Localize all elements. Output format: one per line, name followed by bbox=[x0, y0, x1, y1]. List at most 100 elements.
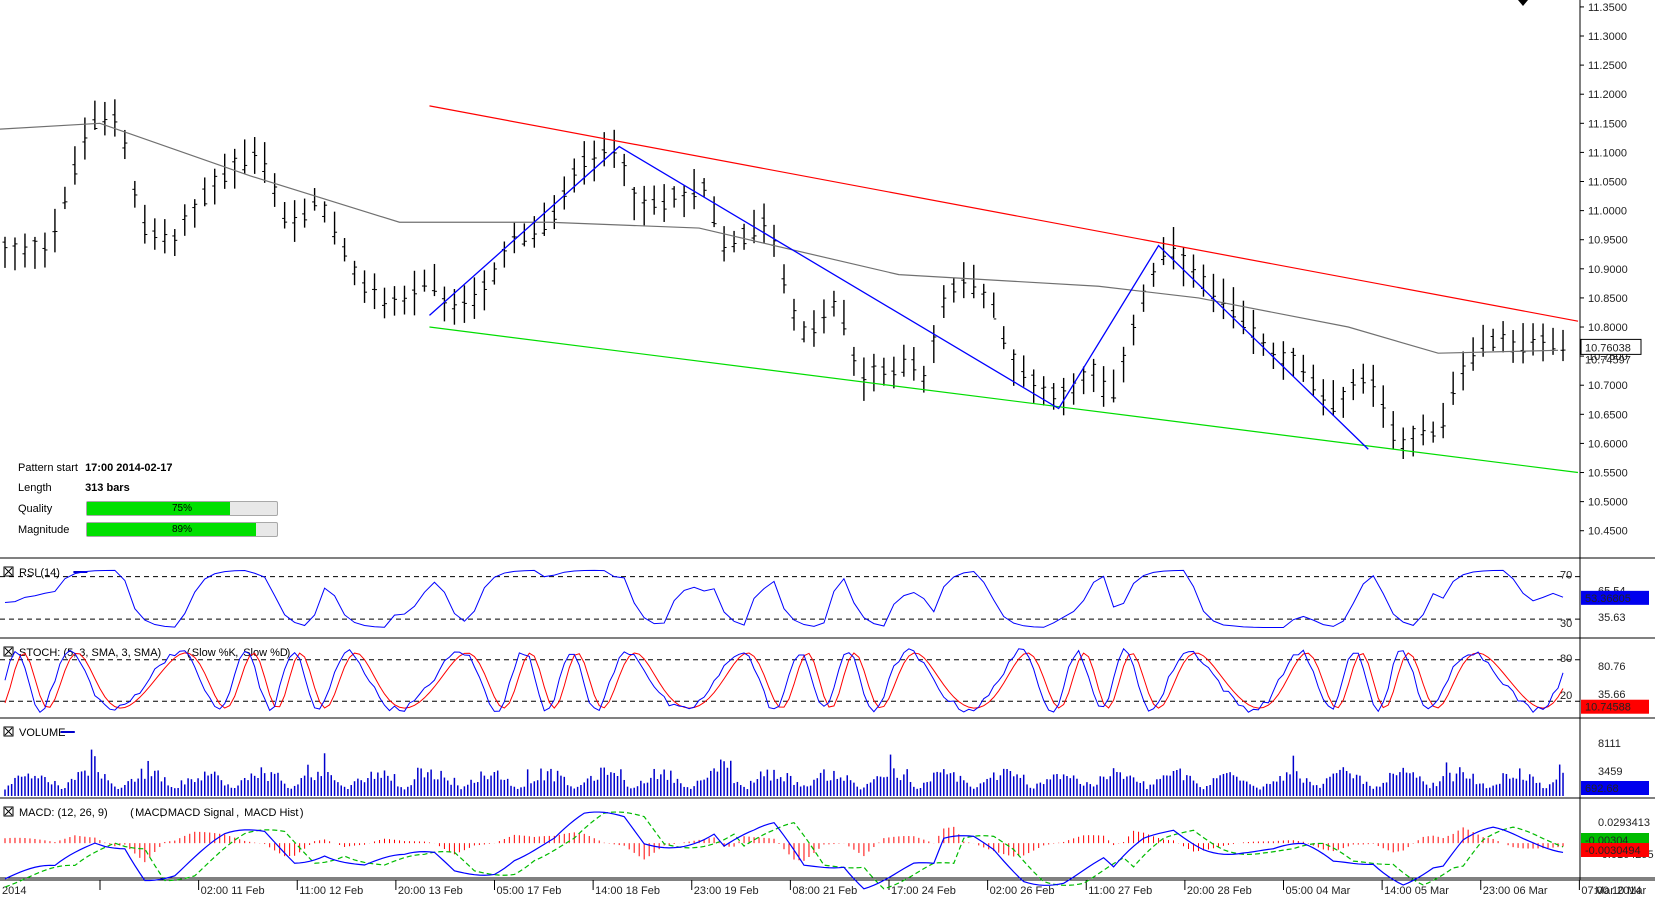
time-tick-label: 11:00 27 Feb bbox=[1088, 885, 1152, 897]
macd-legend-0: MACD bbox=[135, 807, 167, 819]
price-tick-label: 10.9000 bbox=[1588, 264, 1628, 276]
time-tick-label: 14:00 18 Feb bbox=[595, 885, 660, 897]
macd-hist-current-value-box bbox=[1581, 843, 1649, 857]
macd-scale-high: 0.0293413 bbox=[1598, 817, 1650, 829]
pattern-start-label: Pattern start bbox=[18, 462, 78, 474]
time-tick-label: 02:00 11 Feb bbox=[201, 885, 265, 897]
legend-sep: , bbox=[235, 647, 238, 659]
pattern-start-row: Pattern start 17:00 2014-02-17 bbox=[18, 462, 173, 474]
legend-sep: , bbox=[160, 807, 163, 819]
stoch-legend-0: Slow %K bbox=[192, 647, 237, 659]
price-tick-label: 10.8000 bbox=[1588, 322, 1628, 334]
moving-average-line bbox=[0, 122, 1559, 354]
pattern-start-value: 17:00 2014-02-17 bbox=[85, 462, 173, 474]
volume-current-value: 692.68 bbox=[1585, 783, 1619, 795]
stoch-d-line bbox=[4, 652, 1564, 709]
magnitude-bar-fill bbox=[87, 523, 257, 536]
pattern-zigzag-line bbox=[429, 145, 1369, 450]
time-tick-label: 23:00 06 Mar bbox=[1483, 885, 1548, 897]
price-tick-label: 11.3500 bbox=[1588, 2, 1627, 14]
time-tick-label: 02:00 26 Feb bbox=[990, 885, 1055, 897]
price-tick-label: 10.7000 bbox=[1588, 380, 1628, 392]
macd-legend-2: MACD Hist bbox=[244, 807, 298, 819]
volume-scale-low: 3459 bbox=[1598, 766, 1622, 778]
time-tick-label: 2014 bbox=[2, 885, 26, 897]
stoch-legend-paren: ) bbox=[287, 647, 291, 659]
time-tick-label: 17:00 24 Feb bbox=[891, 885, 956, 897]
length-value: 313 bars bbox=[85, 482, 130, 494]
price-bars bbox=[2, 99, 1566, 460]
current-price-box bbox=[1580, 338, 1642, 355]
rsi-level-30-label: 30 bbox=[1560, 618, 1572, 630]
length-label: Length bbox=[18, 482, 52, 494]
price-tick-label: 11.2000 bbox=[1588, 89, 1627, 101]
price-tick-label: 10.6000 bbox=[1588, 438, 1628, 450]
quality-bar-fill bbox=[87, 502, 230, 515]
resistance-trendline bbox=[429, 105, 1579, 322]
volume-title: VOLUME bbox=[19, 727, 65, 739]
length-row: Length 313 bars bbox=[18, 482, 130, 494]
time-tick-label: 20:00 13 Feb bbox=[398, 885, 463, 897]
stoch-level-80-label: 80 bbox=[1560, 653, 1572, 665]
time-tick-label: 05:00 04 Mar bbox=[1286, 885, 1351, 897]
stoch-level-20-label: 20 bbox=[1560, 690, 1572, 702]
stoch-legend-1: Slow %D bbox=[243, 647, 288, 659]
time-axis: 2014 02:00 11 Feb 11:00 12 Feb 20:00 13 Feb… bbox=[2, 880, 1647, 897]
stoch-scale-high: 80.76 bbox=[1598, 661, 1626, 673]
quality-row: Quality bbox=[18, 503, 82, 515]
stoch-title: STOCH: (5, 3, SMA, 3, SMA) bbox=[19, 647, 161, 659]
rsi-level-70-label: 70 bbox=[1560, 570, 1572, 582]
time-tick-label: 05:00 17 Feb bbox=[497, 885, 562, 897]
price-tick-label: 11.0000 bbox=[1588, 206, 1627, 218]
current-price-label-2: 10.74597 bbox=[1585, 354, 1631, 366]
macd-line bbox=[4, 811, 1564, 890]
rsi-current-value-box bbox=[1581, 590, 1649, 605]
rsi-title: RSI (14) bbox=[19, 567, 60, 579]
scroll-arrow-icon bbox=[1518, 0, 1528, 6]
time-tick-label: Mar 2014 bbox=[1595, 885, 1641, 897]
close-icon-stroke bbox=[4, 807, 13, 816]
stoch-current-value: 10.74588 bbox=[1585, 702, 1631, 714]
rsi-line bbox=[4, 569, 1564, 629]
price-tick-label: 10.9500 bbox=[1588, 235, 1628, 247]
magnitude-label: Magnitude bbox=[18, 524, 70, 536]
close-icon-stroke bbox=[4, 727, 13, 736]
price-tick-label: 11.2500 bbox=[1588, 60, 1627, 72]
stoch-legend-paren: ( bbox=[187, 647, 191, 659]
volume-bars bbox=[4, 749, 1564, 796]
time-tick-label: 20:00 28 Feb bbox=[1187, 885, 1252, 897]
rsi-current-value: 53.36805 bbox=[1585, 593, 1631, 605]
macd-signal-line bbox=[4, 811, 1564, 890]
macd-title: MACD: (12, 26, 9) bbox=[19, 807, 108, 819]
rsi-scale-low: 35.63 bbox=[1598, 612, 1626, 624]
close-icon-stroke bbox=[4, 567, 13, 576]
price-tick-label: 10.8500 bbox=[1588, 293, 1628, 305]
magnitude-bar: 89% bbox=[86, 522, 278, 537]
price-tick-label: 11.0500 bbox=[1588, 177, 1627, 189]
price-tick-label: 11.1000 bbox=[1588, 147, 1627, 159]
time-tick-label: 23:00 19 Feb bbox=[694, 885, 759, 897]
macd-hist-current-value: -0.0030494 bbox=[1585, 845, 1641, 857]
price-tick-label: 10.5500 bbox=[1588, 468, 1628, 480]
volume-scale-high: 8111 bbox=[1598, 738, 1621, 750]
price-tick-label: 11.3000 bbox=[1588, 31, 1627, 43]
macd-legend-1: MACD Signal bbox=[168, 807, 234, 819]
legend-sep: , bbox=[236, 807, 239, 819]
current-price-label: 10.76038 bbox=[1585, 342, 1631, 354]
quality-bar: 75% bbox=[86, 501, 278, 516]
price-tick-label: 10.4500 bbox=[1588, 526, 1628, 538]
macd-legend-paren: ) bbox=[300, 807, 304, 819]
price-tick-label: 10.5000 bbox=[1588, 497, 1628, 509]
price-tick-label: 11.1500 bbox=[1588, 118, 1627, 130]
time-tick-label: 08:00 21 Feb bbox=[792, 885, 857, 897]
price-tick-label: 10.6500 bbox=[1588, 409, 1628, 421]
magnitude-row: Magnitude bbox=[18, 524, 82, 536]
quality-label: Quality bbox=[18, 503, 53, 515]
time-tick-label: 07:00 10 Mar bbox=[1581, 885, 1646, 897]
quality-bar-text: 75% bbox=[171, 503, 192, 514]
close-icon-stroke bbox=[4, 647, 13, 656]
stoch-current-value-box bbox=[1581, 699, 1649, 714]
time-tick-label: 11:00 12 Feb bbox=[299, 885, 363, 897]
macd-hist-bars bbox=[4, 826, 1564, 863]
